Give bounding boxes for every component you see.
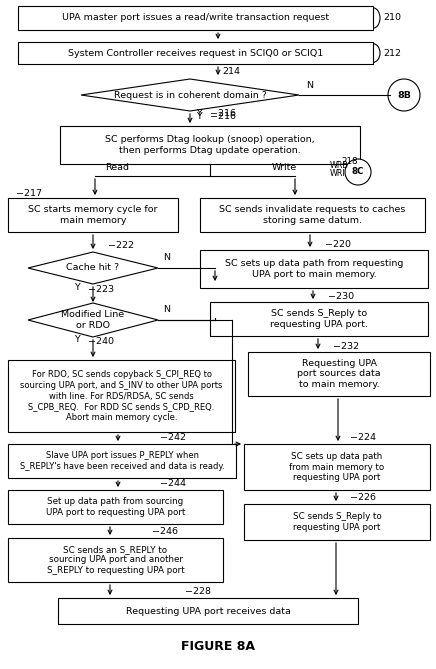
FancyBboxPatch shape	[8, 444, 236, 478]
Circle shape	[345, 159, 371, 185]
FancyBboxPatch shape	[248, 352, 430, 396]
Text: UPA master port issues a read/write transaction request: UPA master port issues a read/write tran…	[62, 13, 329, 23]
Text: 8C: 8C	[352, 167, 364, 177]
FancyBboxPatch shape	[8, 360, 235, 432]
Text: SC sends S_Reply to
requesting UPA port.: SC sends S_Reply to requesting UPA port.	[270, 309, 368, 329]
Polygon shape	[81, 79, 299, 111]
FancyBboxPatch shape	[60, 126, 360, 164]
FancyBboxPatch shape	[18, 42, 373, 64]
Text: −226: −226	[350, 493, 376, 502]
Text: Modified Line
or RDO: Modified Line or RDO	[61, 310, 125, 330]
Text: 212: 212	[383, 48, 401, 58]
Text: −216: −216	[210, 108, 236, 118]
Text: SC sends an S_REPLY to
sourcing UPA port and another
S_REPLY to requesting UPA p: SC sends an S_REPLY to sourcing UPA port…	[47, 545, 184, 575]
Text: For RDO, SC sends copyback S_CPI_REQ to
sourcing UPA port, and S_INV to other UP: For RDO, SC sends copyback S_CPI_REQ to …	[20, 370, 223, 422]
Text: Y: Y	[74, 282, 80, 292]
Text: Set up data path from sourcing
UPA port to requesting UPA port: Set up data path from sourcing UPA port …	[46, 497, 185, 517]
Text: SC sets up data path from requesting
UPA port to main memory.: SC sets up data path from requesting UPA…	[225, 259, 403, 279]
Text: N: N	[306, 80, 313, 90]
Text: SC sends S_Reply to
requesting UPA port: SC sends S_Reply to requesting UPA port	[293, 512, 382, 532]
Text: SC sends invalidate requests to caches
storing same datum.: SC sends invalidate requests to caches s…	[219, 205, 405, 225]
Text: Write: Write	[272, 163, 297, 171]
Text: N: N	[163, 254, 170, 262]
FancyBboxPatch shape	[8, 490, 223, 524]
Text: Cache hit ?: Cache hit ?	[66, 264, 119, 272]
Text: N: N	[163, 306, 170, 314]
Text: SC performs Dtag lookup (snoop) operation,
then performs Dtag update operation.: SC performs Dtag lookup (snoop) operatio…	[105, 135, 315, 155]
FancyBboxPatch shape	[8, 198, 178, 232]
Text: FIGURE 8A: FIGURE 8A	[181, 640, 255, 652]
Text: Slave UPA port issues P_REPLY when
S_REPLY's have been received and data is read: Slave UPA port issues P_REPLY when S_REP…	[20, 451, 225, 471]
Text: −224: −224	[350, 433, 376, 442]
Text: 214: 214	[222, 67, 240, 76]
Text: −222: −222	[108, 241, 134, 250]
Text: Requesting UPA port receives data: Requesting UPA port receives data	[126, 607, 290, 615]
Text: 218: 218	[341, 157, 358, 167]
Text: System Controller receives request in SCIQ0 or SCIQ1: System Controller receives request in SC…	[68, 48, 323, 58]
Text: Y: Y	[74, 335, 80, 345]
Text: −232: −232	[333, 342, 359, 351]
Text: 210: 210	[383, 13, 401, 23]
FancyBboxPatch shape	[58, 598, 358, 624]
Polygon shape	[28, 303, 158, 337]
Text: −217: −217	[16, 189, 42, 198]
Text: −216: −216	[210, 112, 236, 121]
Text: −240: −240	[88, 337, 114, 347]
FancyBboxPatch shape	[200, 198, 425, 232]
Text: Read: Read	[105, 163, 129, 171]
FancyBboxPatch shape	[244, 444, 430, 490]
Text: −223: −223	[88, 284, 114, 294]
Text: WRB: WRB	[330, 161, 349, 169]
Text: Y: Y	[196, 108, 202, 118]
Text: 8B: 8B	[397, 90, 411, 100]
FancyBboxPatch shape	[244, 504, 430, 540]
Text: −246: −246	[152, 527, 178, 536]
FancyBboxPatch shape	[200, 250, 428, 288]
FancyBboxPatch shape	[18, 6, 373, 30]
Text: SC sets up data path
from main memory to
requesting UPA port: SC sets up data path from main memory to…	[290, 452, 385, 482]
Text: Y: Y	[196, 112, 202, 121]
Text: Request is in coherent domain ?: Request is in coherent domain ?	[113, 90, 266, 100]
Text: Requesting UPA
port sources data
to main memory.: Requesting UPA port sources data to main…	[297, 359, 381, 389]
Text: −242: −242	[160, 433, 186, 442]
Text: −230: −230	[328, 292, 354, 301]
Text: SC starts memory cycle for
main memory: SC starts memory cycle for main memory	[28, 205, 158, 225]
Polygon shape	[28, 252, 158, 284]
Text: WRI: WRI	[330, 169, 346, 177]
Text: −228: −228	[185, 587, 211, 596]
Circle shape	[388, 79, 420, 111]
Text: −220: −220	[325, 240, 351, 249]
FancyBboxPatch shape	[210, 302, 428, 336]
FancyBboxPatch shape	[8, 538, 223, 582]
Text: −244: −244	[160, 479, 186, 488]
